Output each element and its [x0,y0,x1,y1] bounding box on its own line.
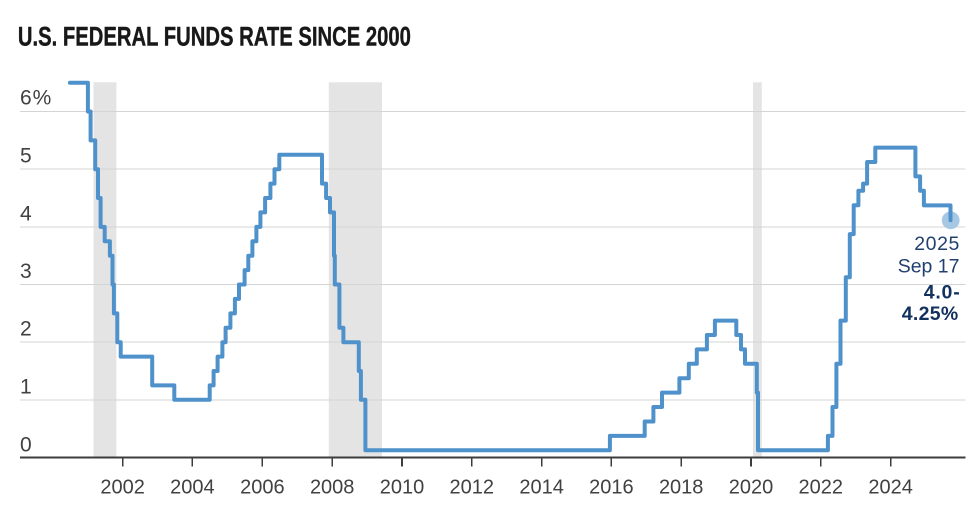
svg-text:2008: 2008 [310,477,355,499]
svg-text:2022: 2022 [799,477,844,499]
svg-text:4.0-: 4.0- [924,281,961,303]
svg-text:2004: 2004 [170,477,215,499]
svg-text:2024: 2024 [868,477,913,499]
svg-text:U.S. FEDERAL FUNDS RATE SINCE: U.S. FEDERAL FUNDS RATE SINCE 2000 [18,22,411,53]
svg-text:1: 1 [20,375,32,398]
svg-text:2025: 2025 [914,233,960,255]
svg-text:2002: 2002 [100,477,145,499]
svg-text:3: 3 [20,260,32,283]
svg-text:2012: 2012 [450,477,495,499]
svg-text:2: 2 [20,318,32,341]
svg-text:0: 0 [20,434,32,457]
svg-text:4.25%: 4.25% [902,303,959,325]
svg-text:2010: 2010 [380,477,425,499]
svg-text:6%: 6% [20,87,52,110]
svg-text:2018: 2018 [659,477,704,499]
svg-text:2020: 2020 [729,477,774,499]
svg-text:Sep 17: Sep 17 [898,256,960,278]
svg-text:5: 5 [20,145,32,168]
svg-text:2016: 2016 [589,477,634,499]
svg-text:2006: 2006 [240,477,285,499]
svg-text:2014: 2014 [519,477,564,499]
svg-text:4: 4 [20,202,32,225]
